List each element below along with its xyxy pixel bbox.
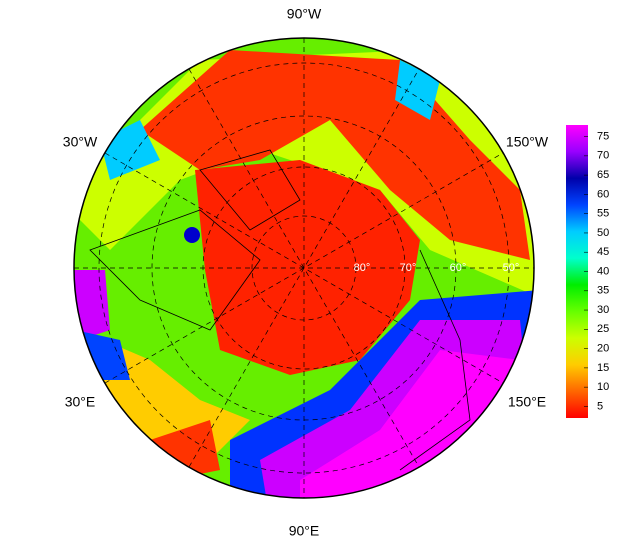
colorbar-tick-label: 45 [597,246,609,258]
longitude-label: 90°E [289,523,320,539]
colorbar-tick-label: 25 [597,323,609,335]
colorbar-tick-label: 20 [597,343,609,355]
longitude-label: 150°W [506,134,549,150]
latitude-label: 60° [450,262,467,274]
colorbar-tick-label: 70 [597,150,609,162]
colorbar-tick-label: 50 [597,227,609,239]
colorbar [566,125,588,418]
colorbar-tick-label: 60 [597,188,609,200]
latitude-label: 80° [354,262,371,274]
longitude-label: 150°E [508,394,546,410]
colorbar-tick-label: 65 [597,169,609,181]
map-raster [74,38,534,498]
colorbar-tick-label: 30 [597,304,609,316]
colorbar-tick-label: 10 [597,381,609,393]
longitude-label: 30°E [65,394,96,410]
longitude-label: 90°W [287,6,322,22]
colorbar-tick-label: 40 [597,265,609,277]
map-border [73,37,535,499]
colorbar-tick-label: 15 [597,362,609,374]
longitude-label: 30°W [63,134,98,150]
colorbar-tick-label: 55 [597,208,609,220]
latitude-label: 70° [400,262,417,274]
latitude-label: 50° [503,262,520,274]
graticule [74,38,534,498]
colorbar-tick-label: 35 [597,285,609,297]
colorbar-tick-label: 75 [597,130,609,142]
colorbar-tick-label: 5 [597,400,603,412]
